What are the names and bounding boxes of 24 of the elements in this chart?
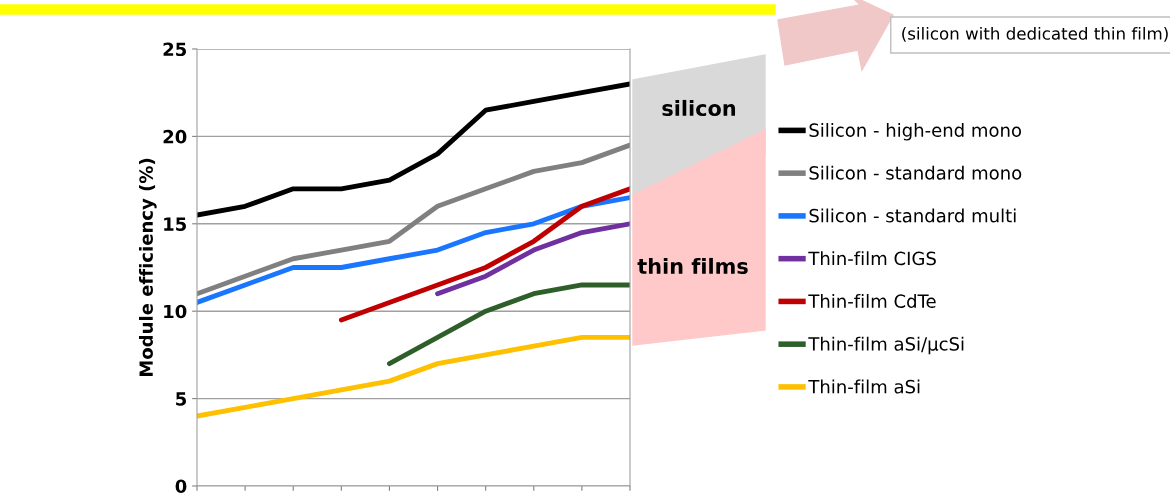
line-series bbox=[435, 221, 630, 297]
legend-label: Silicon - standard multi bbox=[809, 208, 1016, 223]
legend-label: Silicon - high-end mono bbox=[809, 123, 1022, 141]
line-series bbox=[197, 334, 630, 419]
line-series bbox=[387, 282, 630, 367]
line-series bbox=[197, 142, 630, 297]
line-series bbox=[197, 81, 630, 218]
y-tick-label: 10 bbox=[164, 304, 187, 319]
legend-label: Thin-film aSi/μcSi bbox=[808, 336, 964, 355]
legend-label: Silicon - standard mono bbox=[809, 165, 1022, 180]
text: thin films bbox=[637, 257, 748, 275]
y-tick-label: 0 bbox=[175, 479, 187, 494]
text: (silicon with dedicated thin film) bbox=[902, 26, 1168, 42]
y-tick-label: 20 bbox=[163, 129, 187, 144]
legend-label: Thin-film aSi bbox=[808, 379, 920, 394]
text: silicon bbox=[662, 99, 736, 117]
y-tick-label: 5 bbox=[176, 392, 187, 406]
legend-label: Thin-film CdTe bbox=[808, 294, 936, 308]
legend-label: Thin-film CIGS bbox=[808, 251, 936, 266]
line-series bbox=[338, 186, 630, 323]
y-tick-label: 15 bbox=[164, 217, 187, 231]
line-series bbox=[197, 195, 630, 305]
y-tick-label: 25 bbox=[163, 42, 187, 57]
y-axis-title: Module efficiency (%) bbox=[138, 158, 157, 377]
